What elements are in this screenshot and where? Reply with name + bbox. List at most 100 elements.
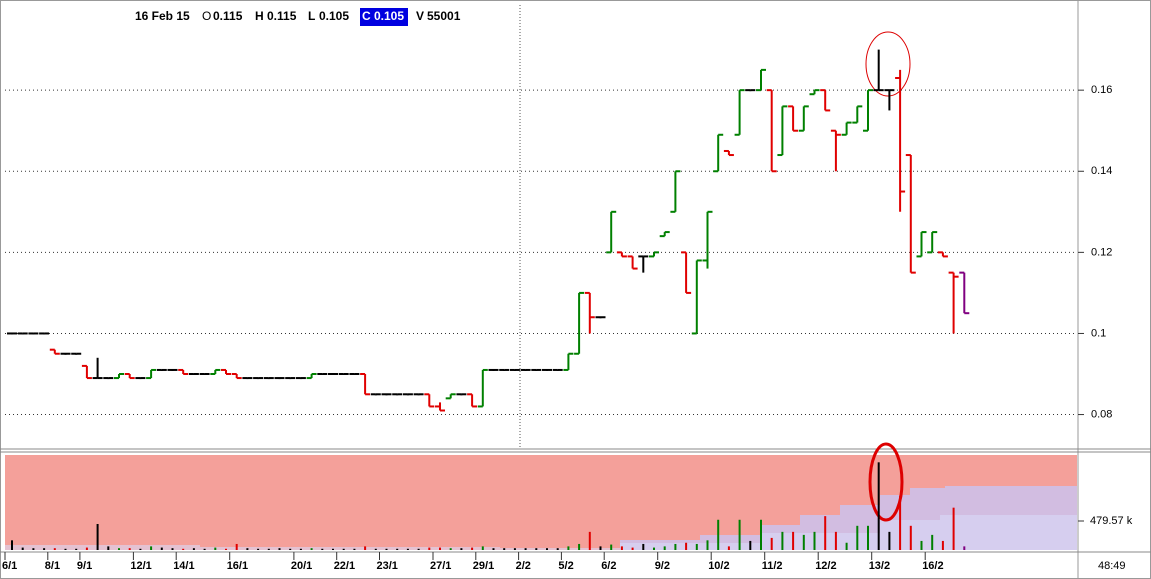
volume-bar (160, 547, 163, 550)
volume-bar (952, 507, 955, 550)
volume-bar (888, 531, 891, 550)
y-tick-label: 0.14 (1091, 165, 1112, 177)
volume-bar (824, 516, 827, 550)
volume-bar (834, 531, 837, 550)
volume-bar (139, 548, 142, 550)
volume-bar (856, 525, 859, 550)
volume-bar (792, 531, 795, 550)
volume-bar (64, 548, 67, 550)
x-tick-label: 20/1 (291, 560, 312, 572)
x-tick-label: 5/2 (558, 560, 573, 572)
volume-bar (674, 543, 677, 550)
x-tick-label: 12/1 (130, 560, 151, 572)
volume-bar (85, 547, 88, 550)
volume-bar (471, 547, 474, 550)
x-tick-label: 16/1 (227, 560, 248, 572)
header-value: 0.105 (374, 9, 404, 23)
y-tick-label: 0.16 (1091, 84, 1112, 96)
header-label: V (416, 9, 424, 23)
volume-bar (567, 546, 570, 550)
highlight-circle (868, 442, 904, 522)
volume-bar (267, 548, 270, 550)
volume-bar (214, 547, 217, 550)
volume-bar (364, 546, 367, 550)
volume-bar (877, 462, 880, 550)
volume-bar (203, 548, 206, 550)
volume-bar (802, 534, 805, 550)
header-date: 16 Feb 15 (135, 9, 190, 23)
volume-bar (225, 548, 227, 550)
x-tick-label: 8/1 (45, 560, 60, 572)
volume-bar (32, 548, 35, 550)
volume-bar (642, 543, 645, 550)
volume-bar (492, 548, 495, 550)
volume-bar (546, 548, 548, 550)
x-tick-label: 23/1 (377, 560, 398, 572)
volume-bar (171, 548, 174, 550)
header: 16 Feb 15 (135, 9, 190, 23)
y-tick-label: 0.1 (1091, 327, 1106, 339)
volume-bar (332, 548, 334, 550)
volume-bar (695, 543, 698, 550)
volume-bar (310, 548, 313, 550)
volume-bar (246, 548, 249, 550)
volume-bar (963, 546, 966, 550)
volume-bar (385, 548, 388, 550)
volume-bar (685, 542, 688, 550)
volume-band (5, 515, 1077, 550)
volume-bar (96, 523, 99, 550)
y-tick-label: 479.57 k (1090, 515, 1133, 527)
volume-bar (738, 519, 741, 550)
volume-bar (21, 547, 24, 550)
volume-bar (578, 543, 581, 550)
volume-bar (353, 548, 356, 550)
header-value: 0.115 (213, 9, 243, 23)
volume-bar (770, 537, 773, 550)
header-label: C (362, 9, 371, 23)
volume-bar (941, 540, 944, 550)
x-tick-label: 11/2 (762, 560, 783, 572)
volume-bar (481, 546, 484, 550)
volume-bar (53, 548, 56, 550)
volume-bar (749, 540, 752, 550)
header-label: O (202, 9, 211, 23)
y-tick-label: 0.08 (1091, 408, 1112, 420)
volume-bar (406, 548, 409, 550)
volume-bar (128, 548, 131, 550)
x-tick-label: 2/2 (516, 560, 531, 572)
volume-bar (781, 531, 784, 550)
volume-bar (11, 540, 13, 550)
volume-bar (920, 540, 923, 550)
header-value: 55001 (427, 9, 461, 23)
x-tick-label: 13/2 (869, 560, 890, 572)
volume-bar (43, 548, 46, 550)
volume-bar (717, 519, 720, 550)
volume-bar (118, 548, 120, 550)
volume-bar (535, 548, 538, 550)
header-label: H (255, 9, 264, 23)
volume-bar (417, 548, 420, 550)
x-tick-label: 16/2 (922, 560, 943, 572)
volume-bar (909, 525, 912, 550)
volume-bar (620, 546, 623, 550)
volume-bar (588, 531, 591, 550)
volume-bar (706, 540, 709, 550)
volume-bar (727, 546, 730, 550)
x-tick-label: 6/2 (601, 560, 616, 572)
volume-bar (503, 548, 506, 550)
highlight-circle (865, 31, 911, 97)
volume-bar (289, 548, 292, 550)
volume-bar (663, 546, 666, 550)
x-tick-label: 27/1 (430, 560, 451, 572)
volume-bar (192, 548, 195, 550)
volume-bar (150, 546, 153, 550)
volume-bar (610, 544, 613, 550)
volume-bar (439, 547, 441, 550)
volume-bar (599, 546, 602, 550)
x-tick-label: 22/1 (334, 560, 355, 572)
header-highlight (360, 8, 408, 26)
volume-bar (342, 548, 345, 550)
volume-bar (428, 547, 431, 550)
volume-bar (182, 548, 185, 550)
